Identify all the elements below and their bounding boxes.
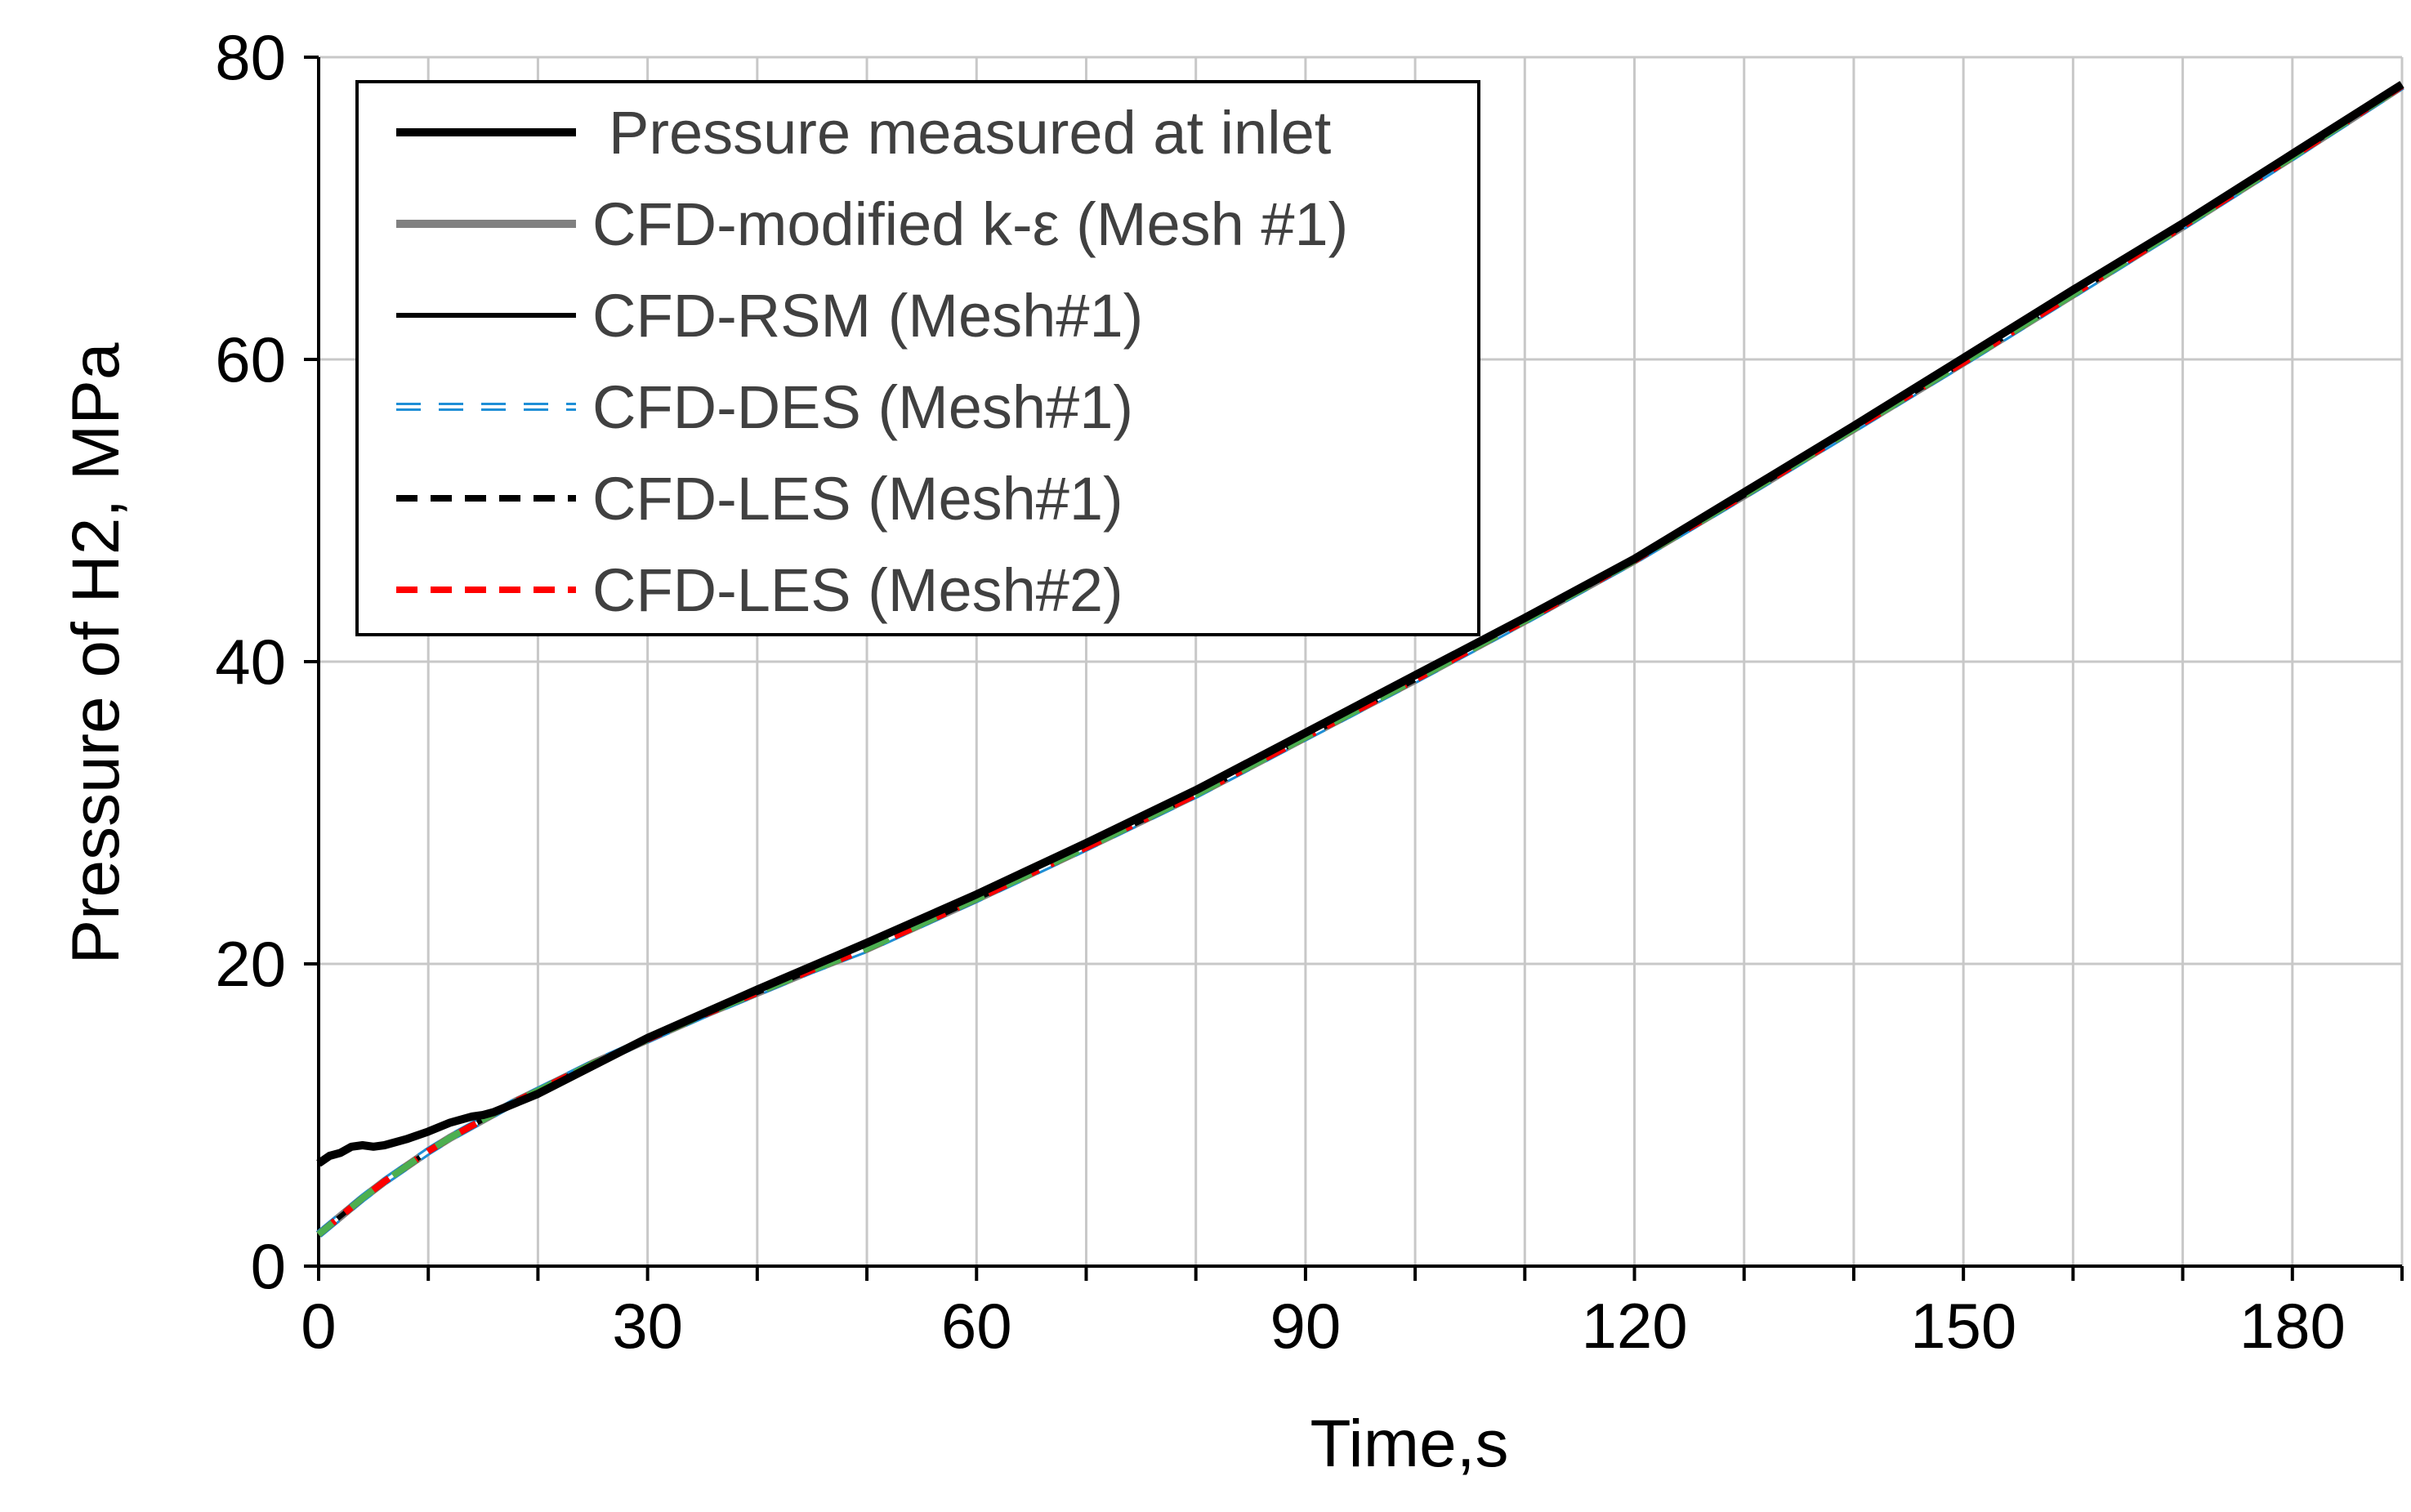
y-tick-label: 20 [215,928,286,1000]
x-tick-label: 90 [1270,1290,1342,1362]
legend-label: CFD-modified k-ε (Mesh #1) [592,190,1348,258]
legend-label: CFD-LES (Mesh#2) [592,556,1123,624]
series-line-1 [316,81,2404,1167]
tick-labels: 0 30 60 90 120 150 180 0 20 40 60 80 [215,21,2346,1362]
y-tick-label: 60 [215,323,286,395]
legend-box [355,80,1480,636]
legend-item: CFD-DES (Mesh#1) [396,373,1133,441]
y-axis-title: Pressure of H2, MPa [59,342,133,964]
legend: Pressure measured at inlet CFD-modified k… [355,80,1480,636]
series [315,81,2404,1238]
x-tick-label: 150 [1910,1290,2016,1362]
legend-item: CFD-modified k-ε (Mesh #1) [396,190,1348,258]
x-tick-label: 120 [1581,1290,1687,1362]
legend-item: CFD-RSM (Mesh#1) [396,282,1143,350]
legend-item: Pressure measured at inlet [396,99,1332,167]
axes [304,56,2404,1281]
x-tick-label: 180 [2239,1290,2346,1362]
y-tick-label: 0 [251,1230,286,1302]
legend-label: CFD-DES (Mesh#1) [592,373,1133,441]
legend-label: Pressure measured at inlet [609,99,1332,167]
y-tick-label: 80 [215,21,286,93]
x-tick-label: 60 [941,1290,1012,1362]
legend-label: CFD-RSM (Mesh#1) [592,282,1143,350]
x-axis-title: Time,s [1310,1407,1509,1481]
x-tick-label: 0 [301,1290,336,1362]
legend-label: CFD-LES (Mesh#1) [592,465,1123,533]
x-tick-label: 30 [612,1290,683,1362]
series-path [316,81,2404,1167]
legend-item: CFD-LES (Mesh#1) [396,465,1123,533]
legend-item: CFD-LES (Mesh#2) [396,556,1123,624]
y-tick-label: 40 [215,626,286,698]
